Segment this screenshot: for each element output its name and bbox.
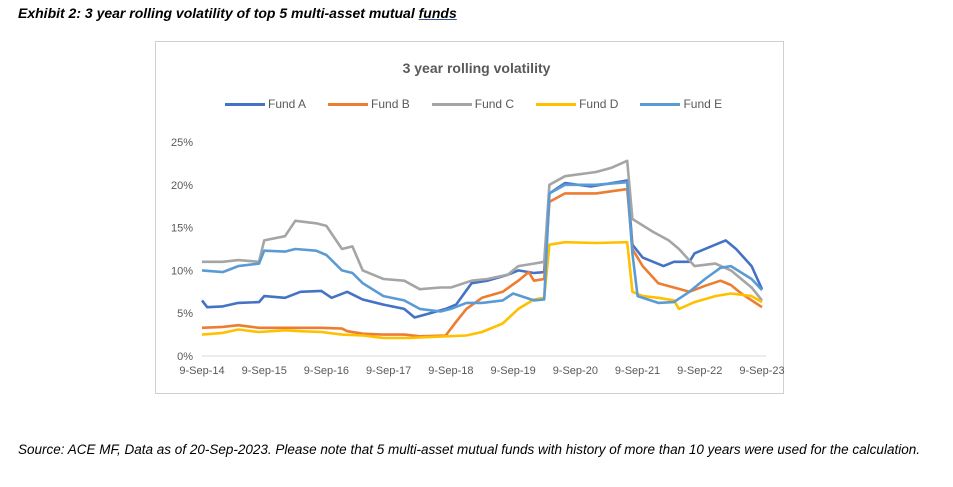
legend-item: Fund E: [640, 97, 722, 111]
legend-item: Fund C: [431, 97, 515, 111]
y-tick-label: 25%: [171, 137, 193, 149]
legend-swatch: [640, 102, 681, 106]
x-tick-label: 9-Sep-14: [179, 365, 224, 377]
legend-swatch: [225, 102, 265, 106]
y-tick-label: 20%: [171, 180, 193, 192]
legend-label: Fund C: [474, 97, 515, 111]
x-tick-label: 9-Sep-17: [366, 365, 411, 377]
legend-label: Fund B: [371, 97, 410, 111]
legend-item: Fund B: [328, 97, 410, 111]
legend-swatch: [536, 102, 577, 106]
series-line-fund-e: [201, 180, 763, 313]
x-tick-label: 9-Sep-21: [615, 365, 660, 377]
y-tick-label: 15%: [171, 223, 193, 235]
legend-label: Fund A: [268, 97, 307, 111]
series-line-fund-b: [201, 187, 763, 338]
source-note: Source: ACE MF, Data as of 20-Sep-2023. …: [18, 442, 920, 457]
x-tick-label: 9-Sep-22: [677, 365, 722, 377]
series-line-fund-a: [200, 179, 764, 319]
x-tick-label: 9-Sep-16: [304, 365, 349, 377]
chart-title: 3 year rolling volatility: [402, 60, 551, 76]
y-tick-label: 5%: [177, 308, 193, 320]
exhibit-caption-underlined: funds: [418, 5, 457, 21]
x-tick-label: 9-Sep-23: [739, 365, 784, 377]
y-tick-label: 10%: [171, 265, 193, 277]
exhibit-caption: Exhibit 2: 3 year rolling volatility of …: [18, 5, 457, 21]
x-tick-label: 9-Sep-15: [242, 365, 287, 377]
series-line-fund-c: [202, 159, 764, 302]
legend-swatch: [431, 102, 472, 106]
legend-item: Fund A: [225, 97, 306, 111]
legend-item: Fund D: [536, 97, 618, 111]
legend-label: Fund E: [683, 97, 723, 111]
legend-swatch: [328, 102, 369, 106]
x-tick-label: 9-Sep-20: [553, 365, 598, 377]
series-line-fund-d: [201, 240, 763, 340]
legend-label: Fund D: [579, 97, 619, 111]
y-tick-label: 0%: [177, 351, 193, 363]
x-tick-label: 9-Sep-18: [428, 365, 473, 377]
exhibit-caption-text: Exhibit 2: 3 year rolling volatility of …: [18, 5, 419, 21]
x-tick-label: 9-Sep-19: [490, 365, 535, 377]
chart-legend: Fund A Fund B Fund C Fund D Fund E: [225, 97, 722, 111]
